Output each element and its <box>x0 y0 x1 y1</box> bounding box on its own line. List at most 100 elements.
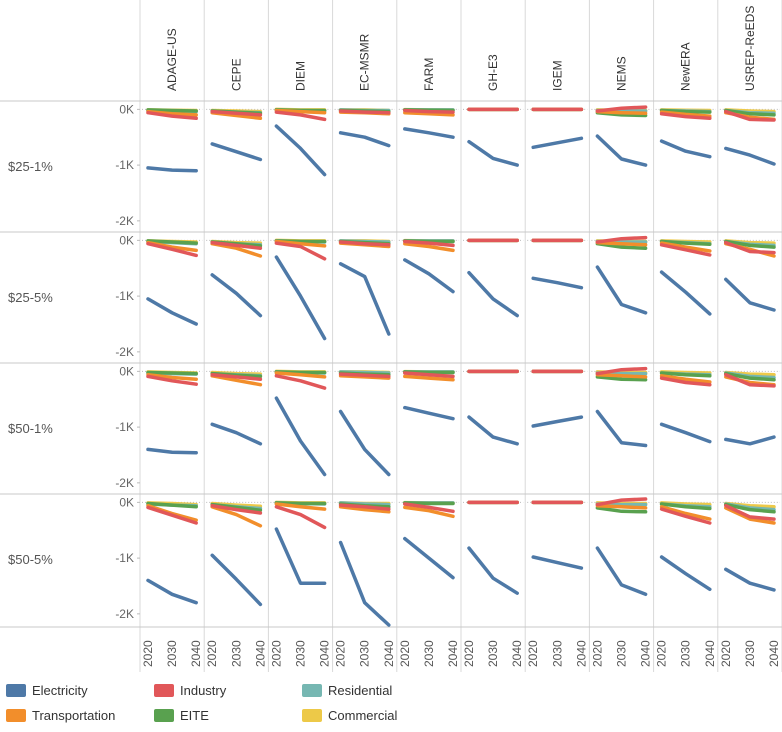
series-line-transportation-cepe-50-5 <box>210 505 263 528</box>
series-line-electricity-adage-us-25-1 <box>146 166 198 173</box>
y-tick-label: 0K <box>119 233 134 247</box>
column-header-nems: NEMS <box>615 56 629 91</box>
legend-swatch-residential <box>302 683 322 697</box>
x-tick-label: 2040 <box>253 640 267 667</box>
series-line-industry-diem-50-5 <box>274 505 327 530</box>
series-line-eite-newera-50-1 <box>659 371 712 378</box>
series-line-electricity-nems-50-5 <box>595 546 648 597</box>
series-line-transportation-nems-50-1 <box>595 372 648 379</box>
series-line-electricity-diem-25-1 <box>274 124 327 177</box>
series-line-industry-usrep-reeds-50-5 <box>724 503 776 521</box>
legend-label-electricity: Electricity <box>32 682 88 698</box>
series-line-electricity-adage-us-25-5 <box>146 297 198 326</box>
y-tick-label: -2K <box>115 214 134 228</box>
legend-swatch-eite <box>154 708 174 722</box>
series-line-electricity-cepe-25-1 <box>210 142 263 162</box>
x-tick-label: 2040 <box>639 640 653 667</box>
x-tick-label: 2020 <box>398 640 412 667</box>
legend-item-industry: Industry <box>154 680 226 700</box>
series-line-industry-ec-msmr-25-5 <box>338 240 391 247</box>
series-line-eite-nems-25-5 <box>595 241 648 250</box>
series-line-industry-nems-25-5 <box>595 235 648 244</box>
series-line-eite-adage-us-50-1 <box>146 370 198 376</box>
x-tick-label: 2020 <box>462 640 476 667</box>
series-line-transportation-diem-50-5 <box>274 502 327 511</box>
column-header-gh-e3: GH-E3 <box>486 54 500 91</box>
column-header-usrep-reeds: USREP-ReEDS <box>743 6 757 91</box>
x-tick-label: 2030 <box>165 640 179 667</box>
x-tick-label: 2030 <box>422 640 436 667</box>
series-line-eite-newera-25-5 <box>659 239 712 247</box>
series-line-electricity-diem-50-1 <box>274 396 327 477</box>
series-line-eite-newera-50-5 <box>659 502 712 511</box>
series-line-electricity-farm-25-5 <box>403 258 455 294</box>
series-line-transportation-usrep-reeds-50-5 <box>724 506 776 525</box>
series-line-electricity-gh-e3-50-1 <box>467 415 519 446</box>
series-line-electricity-cepe-25-5 <box>210 273 263 318</box>
series-line-industry-farm-25-5 <box>403 239 455 248</box>
x-tick-label: 2030 <box>743 640 757 667</box>
series-line-eite-adage-us-25-5 <box>146 239 198 245</box>
series-line-industry-adage-us-50-5 <box>146 505 198 525</box>
series-line-transportation-newera-25-1 <box>659 110 712 118</box>
legend-swatch-transportation <box>6 708 26 722</box>
series-line-industry-nems-50-5 <box>595 497 648 507</box>
x-tick-label: 2030 <box>550 640 564 667</box>
column-header-farm: FARM <box>422 58 436 91</box>
y-tick-label: -2K <box>115 607 134 621</box>
series-line-transportation-newera-50-5 <box>659 505 712 521</box>
column-header-adage-us: ADAGE-US <box>165 28 179 91</box>
x-tick-label: 2030 <box>615 640 629 667</box>
series-line-industry-ec-msmr-50-5 <box>338 503 391 511</box>
legend-swatch-industry <box>154 683 174 697</box>
row-label-25-1: $25-1% <box>8 159 53 174</box>
x-tick-label: 2020 <box>526 640 540 667</box>
legend-item-eite: EITE <box>154 705 209 725</box>
series-line-industry-cepe-50-1 <box>210 372 263 381</box>
legend-label-commercial: Commercial <box>328 707 398 723</box>
series-line-transportation-farm-50-1 <box>403 374 455 382</box>
series-line-transportation-diem-25-5 <box>274 239 327 248</box>
series-line-industry-nems-50-1 <box>595 366 648 376</box>
x-tick-label: 2030 <box>358 640 372 667</box>
series-line-industry-ec-msmr-25-1 <box>338 109 391 115</box>
legend-item-residential: Residential <box>302 680 392 700</box>
series-line-electricity-ec-msmr-25-1 <box>338 131 391 148</box>
series-line-industry-newera-50-5 <box>659 507 712 525</box>
series-line-electricity-nems-25-5 <box>595 265 648 315</box>
series-line-electricity-ec-msmr-50-1 <box>338 409 391 477</box>
x-tick-label: 2020 <box>590 640 604 667</box>
y-tick-label: -1K <box>115 158 134 172</box>
x-tick-label: 2040 <box>382 640 396 667</box>
column-header-ec-msmr: EC-MSMR <box>358 33 372 91</box>
legend-label-residential: Residential <box>328 682 393 698</box>
series-line-industry-diem-25-1 <box>274 110 327 122</box>
series-line-eite-nems-50-5 <box>595 506 648 514</box>
column-header-diem: DIEM <box>294 61 308 91</box>
series-line-electricity-nems-25-1 <box>595 134 648 167</box>
y-tick-label: -1K <box>115 420 134 434</box>
series-line-electricity-diem-50-5 <box>274 527 327 585</box>
series-line-industry-newera-25-1 <box>659 112 712 121</box>
x-tick-label: 2020 <box>269 640 283 667</box>
x-tick-label: 2040 <box>446 640 460 667</box>
small-multiples-chart: ADAGE-US CEPE DIEM EC-MSMR FARM GH-E3 IGEM NEMS… <box>0 0 782 672</box>
row-label-50-5: $50-5% <box>8 552 53 567</box>
series-line-eite-adage-us-50-5 <box>146 501 198 509</box>
x-tick-label: 2030 <box>229 640 243 667</box>
series-line-electricity-gh-e3-25-1 <box>467 139 519 167</box>
x-tick-label: 2020 <box>141 640 155 667</box>
series-line-eite-nems-50-1 <box>595 375 648 382</box>
series-line-transportation-farm-25-1 <box>403 110 455 117</box>
series-line-transportation-diem-50-1 <box>274 371 327 379</box>
series-line-industry-adage-us-50-1 <box>146 374 198 386</box>
series-line-electricity-adage-us-50-1 <box>146 447 198 455</box>
y-tick-label: -1K <box>115 289 134 303</box>
series-line-electricity-nems-50-1 <box>595 409 648 448</box>
series-line-industry-ec-msmr-50-1 <box>338 372 391 379</box>
x-tick-label: 2030 <box>294 640 308 667</box>
y-tick-label: 0K <box>119 495 134 509</box>
series-line-eite-newera-25-1 <box>659 108 712 114</box>
series-line-industry-farm-25-1 <box>403 108 455 114</box>
series-line-transportation-farm-50-5 <box>403 505 455 519</box>
